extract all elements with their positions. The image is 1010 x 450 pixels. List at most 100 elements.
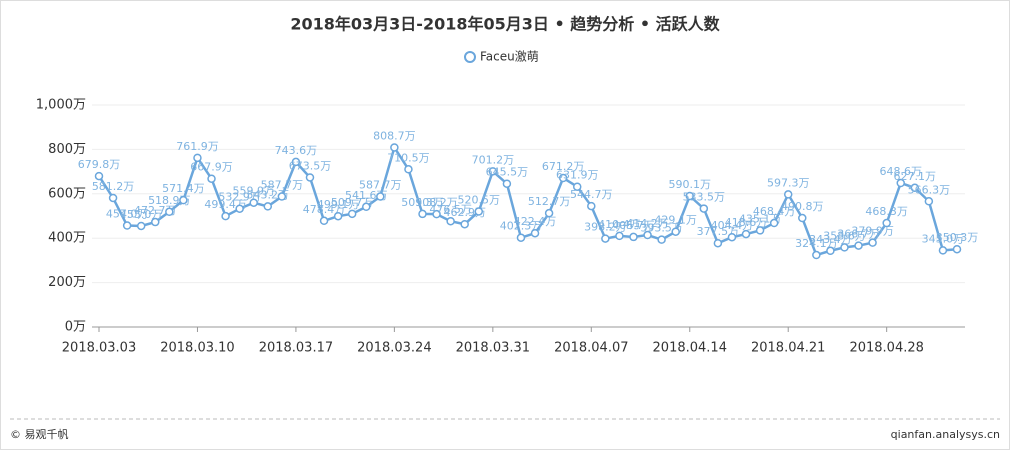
data-label: 587.7万 <box>359 179 402 192</box>
data-label: 499.1万 <box>317 198 360 211</box>
data-label: 559.9万 <box>232 185 275 198</box>
footer-left: © 易观千帆 <box>10 427 69 441</box>
data-label: 544.7万 <box>570 188 613 201</box>
data-label: 509.3万 <box>401 196 444 209</box>
data-point <box>193 153 202 163</box>
data-point <box>798 213 807 223</box>
data-label: 476.5万 <box>429 203 472 216</box>
data-label: 571.4万 <box>162 182 205 195</box>
data-label: 478.4万 <box>303 203 346 216</box>
data-point <box>235 204 244 213</box>
data-point <box>615 231 624 241</box>
data-label: 566.3万 <box>908 183 951 196</box>
x-tick-label: 2018.03.17 <box>259 341 333 356</box>
data-point <box>376 192 385 201</box>
data-label: 710.5万 <box>387 151 430 164</box>
data-label: 418.6万 <box>725 216 768 229</box>
data-label: 761.9万 <box>176 140 219 153</box>
data-point <box>108 193 118 203</box>
y-tick-label: 600万 <box>48 186 86 201</box>
data-point <box>165 207 174 217</box>
data-point <box>516 233 526 242</box>
data-label: 671.2万 <box>542 160 585 173</box>
x-tick-label: 2018.04.14 <box>653 341 727 356</box>
data-label: 518.9万 <box>148 194 191 207</box>
data-point <box>741 229 751 239</box>
data-label: 350.3万 <box>936 231 979 244</box>
data-label: 398.2万 <box>584 221 627 234</box>
data-point <box>910 183 920 193</box>
data-point <box>474 207 484 216</box>
data-point <box>572 182 582 191</box>
data-point <box>418 209 427 219</box>
data-point <box>783 190 793 199</box>
data-label: 490.8万 <box>781 200 824 213</box>
y-tick-label: 800万 <box>48 142 86 157</box>
data-label: 343.4万 <box>809 233 852 246</box>
data-point <box>601 234 610 243</box>
legend-label: Faceu激萌 <box>480 50 539 64</box>
data-point <box>221 211 230 221</box>
data-point <box>812 250 821 260</box>
y-tick-label: 400万 <box>48 231 86 246</box>
data-point <box>530 228 540 238</box>
data-point <box>207 174 216 183</box>
y-tick-label: 1,000万 <box>36 98 86 113</box>
data-point <box>333 211 343 221</box>
data-label: 404.4万 <box>711 219 754 232</box>
x-tick-label: 2018.04.28 <box>849 341 923 356</box>
footer-right: qianfan.analysys.cn <box>891 428 1000 441</box>
data-point <box>826 246 835 256</box>
data-point <box>713 238 723 248</box>
data-point <box>319 216 329 226</box>
data-label: 358.6万 <box>823 229 866 242</box>
data-point <box>727 232 737 242</box>
data-label: 597.3万 <box>767 176 810 189</box>
data-point <box>122 221 132 230</box>
data-point <box>854 241 863 250</box>
data-label: 422.4万 <box>514 215 557 228</box>
data-label: 743.6万 <box>275 144 318 157</box>
data-label: 587.7万 <box>261 179 304 192</box>
data-point <box>305 173 315 182</box>
x-tick-label: 2018.03.10 <box>160 341 234 356</box>
data-point <box>432 209 441 219</box>
data-point <box>882 218 891 228</box>
x-tick-label: 2018.03.24 <box>357 341 431 356</box>
legend-marker <box>464 51 476 63</box>
data-label: 429.1万 <box>654 214 697 227</box>
data-label: 414.2万 <box>626 217 669 230</box>
data-label: 379.9万 <box>851 225 894 238</box>
data-point <box>544 208 554 218</box>
data-point <box>643 230 652 240</box>
data-point <box>657 235 666 244</box>
data-label: 468.4万 <box>753 205 796 218</box>
data-label: 512.7万 <box>528 195 571 208</box>
data-point <box>502 179 512 188</box>
data-point <box>924 197 934 206</box>
x-tick-label: 2018.03.31 <box>456 341 530 356</box>
data-label: 673.5万 <box>289 159 332 172</box>
data-label: 457.0万 <box>106 208 149 221</box>
data-point <box>558 173 568 183</box>
data-label: 324.1万 <box>795 237 838 250</box>
data-label: 631.9万 <box>556 169 599 182</box>
data-label: 508.2万 <box>415 196 458 209</box>
chart-title: 2018年03月3日-2018年05月3日 • 趋势分析 • 活跃人数 <box>290 15 720 34</box>
x-tick-label: 2018.03.03 <box>62 341 136 356</box>
data-point <box>347 209 357 219</box>
data-point <box>699 204 709 213</box>
data-point <box>629 232 638 242</box>
data-label: 645.5万 <box>486 166 529 179</box>
data-label: 701.2万 <box>472 153 515 166</box>
data-point <box>404 165 413 174</box>
data-point <box>896 178 905 188</box>
data-point <box>460 219 469 229</box>
data-label: 520.5万 <box>458 193 501 206</box>
data-label: 402.3万 <box>500 220 543 233</box>
data-point <box>94 171 104 181</box>
x-tick-label: 2018.04.21 <box>751 341 825 356</box>
data-point <box>671 227 680 236</box>
data-point <box>938 246 948 255</box>
